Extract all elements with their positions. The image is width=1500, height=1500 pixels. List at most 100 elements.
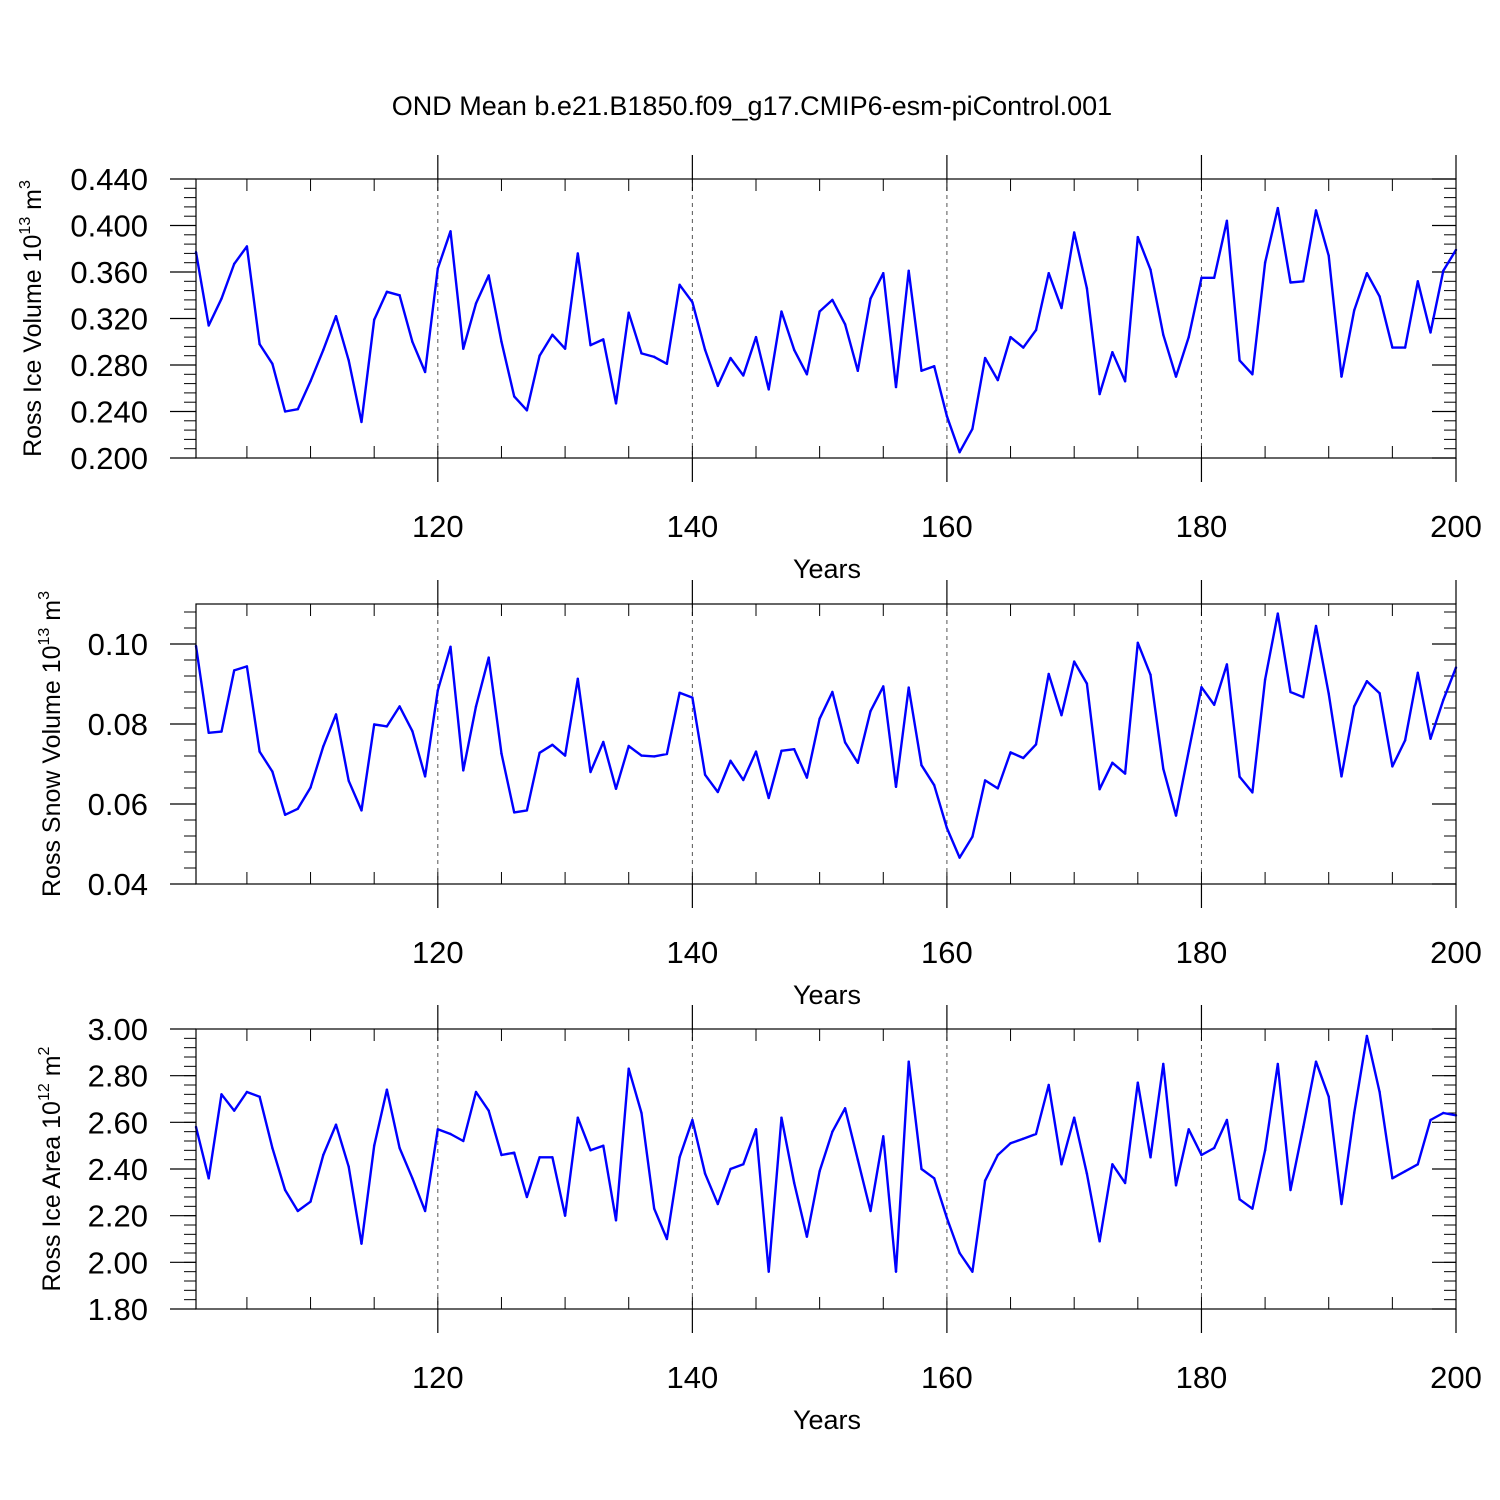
data-point [436,1128,440,1131]
data-point [1060,1163,1063,1166]
data-point [754,1128,758,1131]
x-tick-label: 200 [1430,509,1482,544]
data-point [322,348,325,352]
data-point [1111,1163,1114,1166]
data-point [398,705,401,708]
data-point [1403,1170,1407,1173]
data-point [640,1111,643,1115]
data-point [563,1214,567,1217]
data-point [729,1167,732,1171]
data-point [754,335,758,339]
data-point [652,1207,656,1210]
data-point [271,1146,274,1150]
data-point [1238,775,1241,778]
data-point [512,1151,516,1154]
data-point [792,1181,796,1185]
data-point [665,752,669,756]
data-point [805,373,809,376]
data-point [602,1144,605,1147]
data-point [309,1200,312,1203]
y-tick-label: 0.10 [88,627,148,662]
data-point [334,713,338,716]
data-point [220,1093,223,1096]
data-point [551,1156,554,1159]
data-point [945,1216,949,1220]
data-point [691,301,694,304]
y-tick-label: 0.320 [70,302,148,337]
data-point [652,755,656,758]
data-point [792,348,796,352]
data-point [360,809,363,812]
data-point [856,1158,860,1161]
y-tick-label: 0.360 [70,255,148,290]
data-point [1403,739,1407,742]
data-point [1098,392,1101,396]
data-point [487,656,490,659]
data-point [742,778,745,782]
x-axis-label: Years [793,1405,861,1435]
data-point [474,1090,478,1094]
data-point [932,364,936,368]
data-point [576,252,580,255]
y-tick-label: 2.40 [88,1152,148,1187]
data-point [742,1163,745,1166]
data-point [1060,306,1063,310]
data-point [1009,751,1012,754]
x-tick-label: 120 [412,509,464,544]
data-point [920,764,923,767]
data-point [551,743,554,746]
data-point [207,731,210,734]
y-tick-label: 0.08 [88,707,148,742]
data-point [1251,373,1254,376]
data-point [907,1060,910,1063]
data-point [843,323,847,326]
data-point [703,773,707,776]
data-point [1251,791,1254,794]
y-tick-label: 2.60 [88,1105,148,1140]
data-point [258,342,261,346]
data-point [372,723,376,726]
data-point [971,835,974,838]
y-tick-label: 2.80 [88,1059,148,1094]
data-point [449,645,452,648]
data-point [1442,698,1445,702]
x-tick-label: 140 [666,1360,718,1395]
x-tick-label: 180 [1176,935,1228,970]
data-point [551,333,554,336]
data-point [347,779,350,782]
data-point [322,1153,325,1157]
data-point [614,402,618,405]
data-point [1378,1090,1381,1094]
data-point [767,1270,770,1273]
data-point [1098,788,1101,791]
data-point [1187,1128,1190,1131]
data-point [232,262,236,266]
data-point [411,1177,414,1180]
data-point [1162,1062,1165,1066]
data-point [856,369,860,373]
data-point [1340,775,1343,778]
data-point [296,1209,300,1213]
data-point [423,370,427,374]
data-point [907,269,910,273]
data-point [665,362,669,366]
data-point [245,1090,249,1094]
data-point [614,1219,618,1222]
y-tick-label: 0.240 [70,395,148,430]
y-tick-label: 0.06 [88,787,148,822]
data-point [423,1209,427,1213]
x-tick-label: 160 [921,935,973,970]
data-point [500,1153,503,1157]
data-point [1085,1172,1089,1175]
data-point [640,352,643,355]
x-tick-label: 180 [1176,1360,1228,1395]
data-point [220,730,223,733]
data-point [894,385,898,389]
data-point [920,369,923,373]
data-point [665,1237,669,1241]
data-point [1302,1125,1305,1129]
data-point [945,414,949,418]
plot-frame [195,603,1457,885]
data-point [1072,231,1076,234]
data-point [767,388,770,391]
